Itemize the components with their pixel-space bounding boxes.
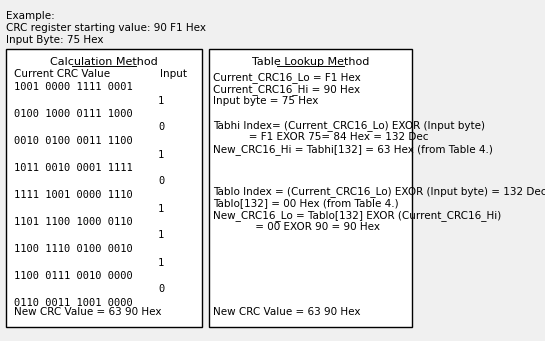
Text: 0: 0 bbox=[158, 122, 165, 133]
Text: New_CRC16_Lo = Tablo[132] EXOR (Current_CRC16_Hi): New_CRC16_Lo = Tablo[132] EXOR (Current_… bbox=[214, 210, 502, 221]
Text: 1: 1 bbox=[158, 231, 165, 240]
Text: Tablo[132] = 00 Hex (from Table 4.): Tablo[132] = 00 Hex (from Table 4.) bbox=[214, 198, 399, 208]
Text: 1001 0000 1111 0001: 1001 0000 1111 0001 bbox=[14, 82, 132, 92]
Text: 0110 0011 1001 0000: 0110 0011 1001 0000 bbox=[14, 298, 132, 308]
Text: Current CRC Value: Current CRC Value bbox=[14, 69, 110, 79]
Text: 1: 1 bbox=[158, 149, 165, 160]
Text: Tablo Index = (Current_CRC16_Lo) EXOR (Input byte) = 132 Dec: Tablo Index = (Current_CRC16_Lo) EXOR (I… bbox=[214, 186, 545, 197]
Text: 1: 1 bbox=[158, 204, 165, 213]
Text: 1: 1 bbox=[158, 95, 165, 105]
Text: Current_CRC16_Lo = F1 Hex: Current_CRC16_Lo = F1 Hex bbox=[214, 72, 361, 83]
Text: New CRC Value = 63 90 Hex: New CRC Value = 63 90 Hex bbox=[214, 307, 361, 317]
Text: Input byte = 75 Hex: Input byte = 75 Hex bbox=[214, 96, 319, 106]
Bar bbox=[6, 49, 202, 327]
Text: 1: 1 bbox=[158, 257, 165, 267]
Text: 1100 0111 0010 0000: 1100 0111 0010 0000 bbox=[14, 271, 132, 281]
Text: CRC register starting value: 90 F1 Hex: CRC register starting value: 90 F1 Hex bbox=[6, 23, 206, 33]
Text: 1011 0010 0001 1111: 1011 0010 0001 1111 bbox=[14, 163, 132, 173]
Text: Input Byte: 75 Hex: Input Byte: 75 Hex bbox=[6, 35, 104, 45]
Text: = F1 EXOR 75= 84 Hex = 132 Dec: = F1 EXOR 75= 84 Hex = 132 Dec bbox=[214, 132, 429, 142]
Text: 1100 1110 0100 0010: 1100 1110 0100 0010 bbox=[14, 244, 132, 254]
Text: 1111 1001 0000 1110: 1111 1001 0000 1110 bbox=[14, 190, 132, 200]
Text: Calculation Method: Calculation Method bbox=[50, 57, 158, 67]
Text: 1101 1100 1000 0110: 1101 1100 1000 0110 bbox=[14, 217, 132, 227]
Text: New CRC Value = 63 90 Hex: New CRC Value = 63 90 Hex bbox=[14, 307, 161, 317]
Text: 0010 0100 0011 1100: 0010 0100 0011 1100 bbox=[14, 136, 132, 146]
Text: Tabhi Index= (Current_CRC16_Lo) EXOR (Input byte): Tabhi Index= (Current_CRC16_Lo) EXOR (In… bbox=[214, 120, 486, 131]
Text: New_CRC16_Hi = Tabhi[132] = 63 Hex (from Table 4.): New_CRC16_Hi = Tabhi[132] = 63 Hex (from… bbox=[214, 144, 493, 155]
Text: 0: 0 bbox=[158, 177, 165, 187]
Text: = 00 EXOR 90 = 90 Hex: = 00 EXOR 90 = 90 Hex bbox=[214, 222, 380, 232]
Text: 0: 0 bbox=[158, 284, 165, 295]
Text: Current_CRC16_Hi = 90 Hex: Current_CRC16_Hi = 90 Hex bbox=[214, 84, 361, 95]
Text: Input: Input bbox=[160, 69, 187, 79]
Text: Example:: Example: bbox=[6, 11, 55, 21]
Text: Table Lookup Method: Table Lookup Method bbox=[252, 57, 370, 67]
Text: 0100 1000 0111 1000: 0100 1000 0111 1000 bbox=[14, 109, 132, 119]
Bar bbox=[209, 49, 412, 327]
